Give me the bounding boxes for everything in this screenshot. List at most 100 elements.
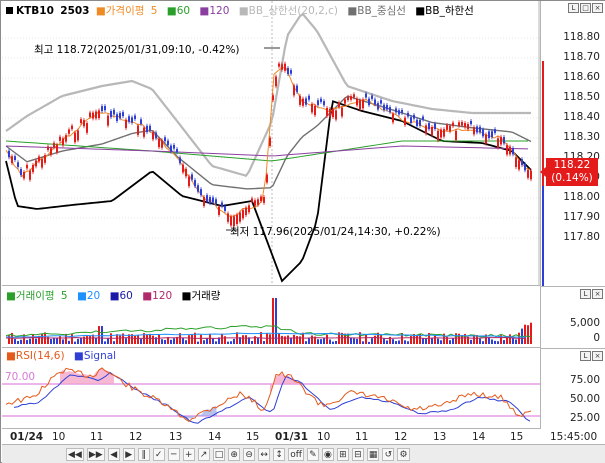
volume-bar — [515, 339, 517, 344]
candle — [425, 125, 427, 134]
candle — [503, 137, 505, 144]
candle — [215, 199, 217, 204]
toolbar-button-18[interactable]: ⊟ — [351, 447, 364, 461]
toolbar-button-7[interactable]: + — [182, 447, 195, 461]
panel-close-icon[interactable]: × — [592, 3, 603, 13]
volume-bar — [326, 334, 328, 344]
volume-bar — [200, 334, 202, 344]
candle — [218, 206, 220, 215]
candle — [56, 144, 58, 153]
candle — [365, 93, 367, 98]
volume-bar — [74, 341, 76, 344]
toolbar-button-14[interactable]: off — [288, 447, 304, 461]
time-label: 15 — [510, 431, 524, 443]
candle — [242, 210, 244, 219]
toolbar-button-8[interactable]: ↗ — [197, 447, 210, 461]
candle — [107, 115, 109, 126]
volume-bar — [29, 338, 31, 344]
candle — [341, 107, 343, 117]
legend-rsi: ■RSI(14,6) — [6, 350, 65, 362]
candle — [515, 157, 517, 168]
candle — [326, 107, 328, 116]
volume-axis[interactable]: L × 5,000 0 — [540, 286, 605, 348]
toolbar-button-20[interactable]: ↺ — [382, 447, 395, 461]
toolbar-button-6[interactable]: ─ — [167, 447, 180, 461]
rsi-panel[interactable]: ■RSI(14,6) ■Signal 70.00 — [2, 348, 540, 429]
panel-lock-icon[interactable]: L — [580, 289, 591, 299]
volume-bar — [179, 333, 181, 344]
candle — [239, 212, 241, 222]
toolbar-button-13[interactable]: ↕ — [273, 447, 286, 461]
time-axis[interactable]: 01/24 10 11 12 13 14 15 01/31 10 11 12 1… — [2, 429, 605, 445]
candle — [290, 70, 292, 74]
chart-toolbar: ◀◀ ▶▶ ◀ ▶ ‖ ✓ ─ + ↗ □ ⊕ ⊖ ↔ ↕ off ✎ ◉ ⊞ ⊟ ▦ ↺ ⚙ — [2, 445, 605, 463]
toolbar-button-9[interactable]: □ — [212, 447, 226, 461]
toolbar-button-11[interactable]: ⊖ — [243, 447, 256, 461]
candle — [176, 149, 178, 153]
candle — [236, 214, 238, 225]
price-axis[interactable]: L □ × 118.80 118.70 118.60 118.50 118.40 118.… — [540, 1, 605, 286]
volume-ma20-line — [5, 332, 527, 338]
volume-bar — [398, 340, 400, 344]
candle — [146, 125, 148, 133]
candle — [191, 174, 193, 180]
rsi-axis[interactable]: L × 75.00 50.00 25.00 — [540, 348, 605, 429]
volume-bar — [137, 335, 139, 344]
toolbar-button-15[interactable]: ✎ — [306, 447, 319, 461]
toolbar-button-5[interactable]: ✓ — [152, 447, 165, 461]
toolbar-button-17[interactable]: ⊞ — [336, 447, 349, 461]
volume-bar — [470, 339, 472, 344]
toolbar-button-2[interactable]: ◀ — [107, 447, 120, 461]
candle — [152, 132, 154, 140]
current-change: (0.14%) — [551, 172, 593, 184]
panel-maximize-icon[interactable]: □ — [580, 3, 591, 13]
volume-bar — [401, 332, 403, 344]
volume-bar — [56, 337, 58, 344]
legend-bb-lower: ■BB_하한선 — [415, 5, 474, 17]
candle — [293, 85, 295, 96]
price-panel[interactable]: KTB10 2503 ■가격이평 5 ■60 ■120 ■BB_상한선(20,2… — [2, 1, 540, 286]
panel-close-icon[interactable]: × — [592, 289, 603, 299]
candle — [233, 216, 235, 227]
volume-bar — [227, 341, 229, 344]
volume-bar — [479, 338, 481, 344]
volume-bar — [458, 333, 460, 344]
candle — [389, 107, 391, 113]
time-label: 13 — [169, 431, 183, 443]
toolbar-button-16[interactable]: ◉ — [321, 447, 334, 461]
panel-close-icon[interactable]: × — [592, 351, 603, 361]
toolbar-button-1[interactable]: ▶▶ — [86, 447, 105, 461]
volume-bar — [107, 337, 109, 344]
volume-bar — [224, 336, 226, 344]
volume-bar — [332, 341, 334, 344]
volume-bar — [365, 334, 367, 344]
candle — [509, 146, 511, 155]
volume-bar — [404, 340, 406, 344]
candle — [314, 105, 316, 116]
toolbar-button-12[interactable]: ↔ — [258, 447, 271, 461]
toolbar-button-3[interactable]: ▶ — [122, 447, 135, 461]
volume-bar — [512, 337, 514, 344]
volume-bar — [248, 337, 250, 344]
candle — [86, 123, 88, 133]
toolbar-button-4[interactable]: ‖ — [137, 447, 150, 461]
toolbar-button-10[interactable]: ⊕ — [228, 447, 241, 461]
volume-bar — [155, 337, 157, 344]
toolbar-button-0[interactable]: ◀◀ — [66, 447, 84, 461]
volume-bar — [476, 335, 478, 344]
candle — [278, 63, 280, 67]
toolbar-button-21[interactable]: ⚙ — [397, 447, 410, 461]
candle — [263, 197, 265, 203]
candle — [419, 119, 421, 126]
legend-ma-label: ■가격이평 5 — [95, 5, 158, 17]
candle — [149, 125, 151, 131]
candle — [50, 148, 52, 155]
panel-lock-icon[interactable]: L — [580, 351, 591, 361]
volume-bar — [383, 338, 385, 344]
toolbar-button-19[interactable]: ▦ — [366, 447, 380, 461]
volume-bar — [278, 333, 280, 344]
candle — [530, 170, 532, 180]
panel-lock-icon[interactable]: L — [568, 3, 579, 13]
volume-panel[interactable]: ■거래이평 5 ■20 ■60 ■120 ■거래량 — [2, 286, 540, 348]
candle — [47, 146, 49, 150]
